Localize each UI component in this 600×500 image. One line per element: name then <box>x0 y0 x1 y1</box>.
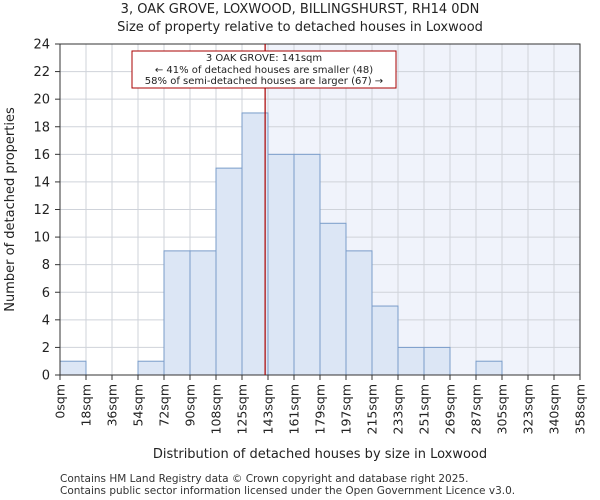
histogram-bar <box>215 167 243 376</box>
x-tick-label: 251sqm <box>417 384 432 434</box>
y-tick-label: 12 <box>33 203 50 218</box>
histogram-bar <box>345 250 373 376</box>
histogram-bar <box>59 360 87 376</box>
y-tick-label: 2 <box>42 341 50 356</box>
histogram-bar <box>137 360 165 376</box>
x-axis-label: Distribution of detached houses by size … <box>153 447 487 462</box>
y-tick-label: 6 <box>42 286 50 301</box>
x-tick-label: 143sqm <box>261 384 276 434</box>
x-tick-label: 269sqm <box>443 384 458 434</box>
histogram-bar <box>475 360 503 376</box>
footer-line-1: Contains HM Land Registry data © Crown c… <box>60 473 469 485</box>
x-tick-label: 90sqm <box>183 384 198 427</box>
x-tick-label: 323sqm <box>521 384 536 434</box>
y-tick-label: 14 <box>33 175 50 190</box>
histogram-bar <box>397 346 425 376</box>
annotation-line-1: 3 OAK GROVE: 141sqm <box>206 53 322 64</box>
y-axis-label: Number of detached properties <box>3 107 18 312</box>
x-tick-label: 0sqm <box>53 384 68 419</box>
x-tick-label: 179sqm <box>313 384 328 434</box>
plot-frame <box>59 43 581 376</box>
histogram-bar <box>293 153 321 376</box>
histogram-bar <box>163 250 191 376</box>
x-tick-label: 233sqm <box>391 384 406 434</box>
x-tick-label: 340sqm <box>547 384 562 434</box>
x-tick-label: 54sqm <box>131 384 146 427</box>
histogram-bar <box>241 112 269 376</box>
y-tick-label: 10 <box>33 231 50 246</box>
x-tick-label: 108sqm <box>209 384 224 434</box>
x-tick-label: 18sqm <box>79 384 94 427</box>
annotation-line-2: ← 41% of detached houses are smaller (48… <box>155 65 373 76</box>
chart-subtitle: Size of property relative to detached ho… <box>117 20 483 35</box>
histogram-bar <box>319 222 347 376</box>
x-tick-label: 358sqm <box>573 384 588 434</box>
x-tick-label: 305sqm <box>495 384 510 434</box>
y-tick-label: 20 <box>33 93 50 108</box>
x-tick-label: 161sqm <box>287 384 302 434</box>
x-tick-label: 36sqm <box>105 384 120 427</box>
y-tick-label: 22 <box>33 65 50 80</box>
histogram-bar <box>371 305 399 376</box>
y-tick-label: 16 <box>33 148 50 163</box>
histogram-bar <box>189 250 217 376</box>
x-tick-label: 125sqm <box>235 384 250 434</box>
x-tick-label: 287sqm <box>469 384 484 434</box>
x-tick-label: 215sqm <box>365 384 380 434</box>
chart-title: 3, OAK GROVE, LOXWOOD, BILLINGSHURST, RH… <box>120 2 480 17</box>
y-tick-label: 18 <box>33 120 50 135</box>
footer-line-2: Contains public sector information licen… <box>60 485 516 497</box>
y-tick-label: 8 <box>42 258 50 273</box>
y-tick-label: 24 <box>33 38 50 53</box>
histogram-bar <box>267 153 295 376</box>
histogram-bar <box>423 346 451 376</box>
y-tick-label: 4 <box>42 313 50 328</box>
x-tick-label: 72sqm <box>157 384 172 427</box>
annotation-box <box>131 50 397 89</box>
y-tick-label: 0 <box>42 369 50 384</box>
x-tick-label: 197sqm <box>339 384 354 434</box>
annotation-line-3: 58% of semi-detached houses are larger (… <box>145 76 383 87</box>
